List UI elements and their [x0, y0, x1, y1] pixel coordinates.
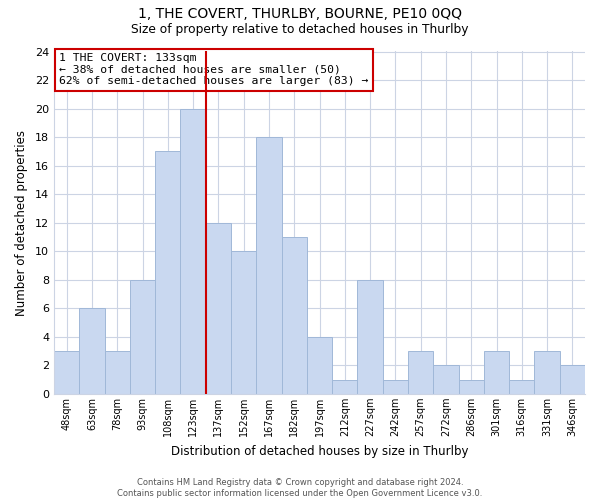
Bar [358, 280, 383, 394]
Text: Size of property relative to detached houses in Thurlby: Size of property relative to detached ho… [131, 22, 469, 36]
Bar [231, 251, 256, 394]
Text: Contains HM Land Registry data © Crown copyright and database right 2024.
Contai: Contains HM Land Registry data © Crown c… [118, 478, 482, 498]
Bar [155, 152, 181, 394]
Text: 1 THE COVERT: 133sqm
← 38% of detached houses are smaller (50)
62% of semi-detac: 1 THE COVERT: 133sqm ← 38% of detached h… [59, 53, 369, 86]
Text: 1, THE COVERT, THURLBY, BOURNE, PE10 0QQ: 1, THE COVERT, THURLBY, BOURNE, PE10 0QQ [138, 8, 462, 22]
Bar [484, 351, 509, 394]
Bar [307, 337, 332, 394]
Bar [281, 237, 307, 394]
X-axis label: Distribution of detached houses by size in Thurlby: Distribution of detached houses by size … [171, 444, 468, 458]
Bar [54, 351, 79, 394]
Y-axis label: Number of detached properties: Number of detached properties [15, 130, 28, 316]
Bar [130, 280, 155, 394]
Bar [206, 222, 231, 394]
Bar [408, 351, 433, 394]
Bar [383, 380, 408, 394]
Bar [560, 366, 585, 394]
Bar [79, 308, 104, 394]
Bar [535, 351, 560, 394]
Bar [104, 351, 130, 394]
Bar [181, 108, 206, 394]
Bar [509, 380, 535, 394]
Bar [332, 380, 358, 394]
Bar [433, 366, 458, 394]
Bar [458, 380, 484, 394]
Bar [256, 137, 281, 394]
